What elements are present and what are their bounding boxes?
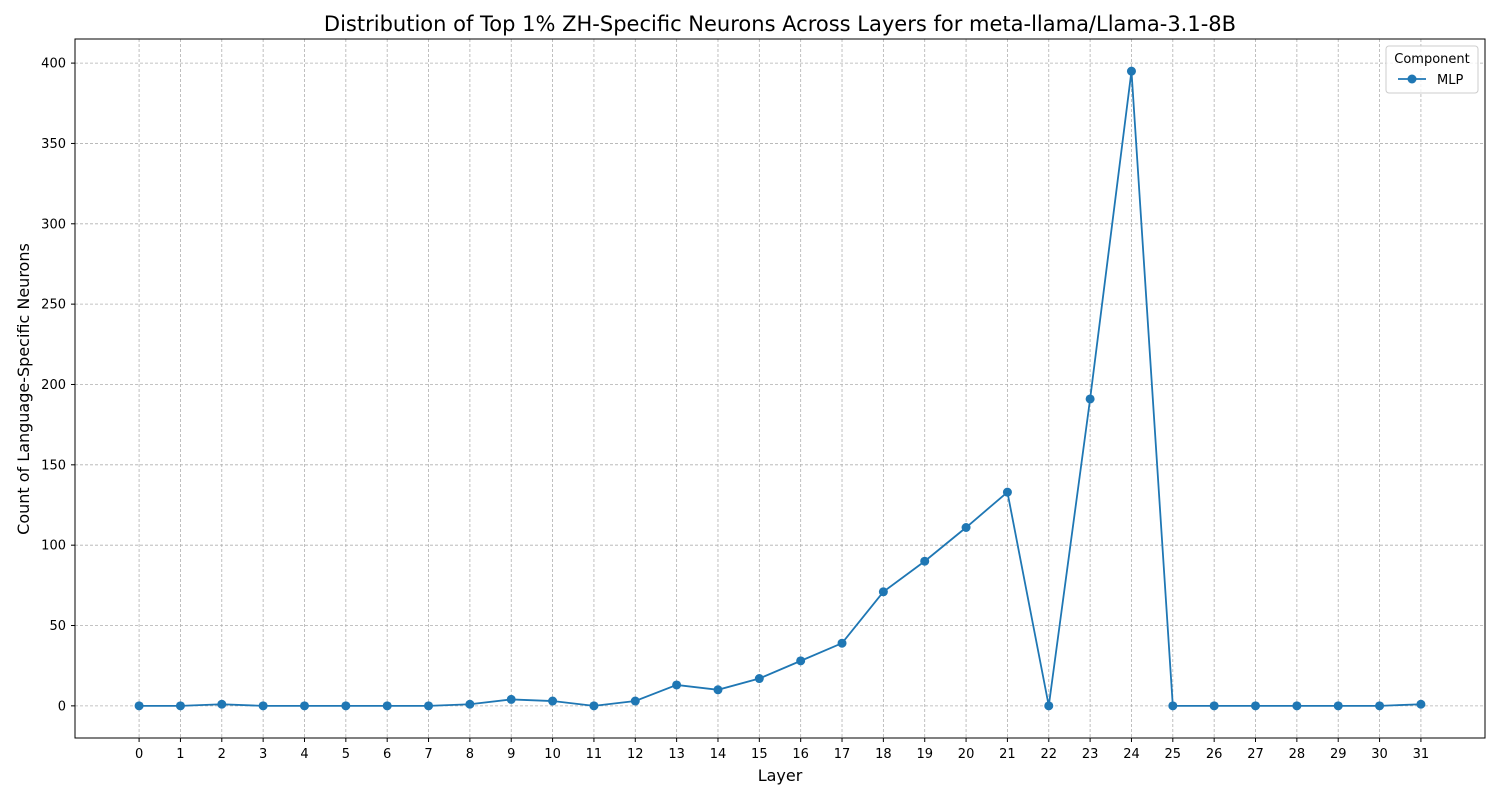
x-tick-label: 9 <box>507 747 515 762</box>
x-tick-label: 0 <box>135 747 143 762</box>
data-point <box>961 522 971 532</box>
data-point <box>878 587 888 597</box>
x-tick-label: 10 <box>544 747 561 762</box>
data-point <box>134 701 144 711</box>
data-point <box>548 696 558 706</box>
y-tick-label: 0 <box>58 699 66 714</box>
y-tick-label: 200 <box>41 378 66 393</box>
x-tick-label: 29 <box>1330 747 1347 762</box>
x-tick-label: 28 <box>1289 747 1306 762</box>
data-point <box>1126 66 1136 76</box>
x-tick-label: 16 <box>792 747 809 762</box>
data-point <box>1375 701 1385 711</box>
x-tick-label: 2 <box>218 747 226 762</box>
data-point <box>382 701 392 711</box>
grid-lines <box>75 39 1485 738</box>
data-point <box>341 701 351 711</box>
chart-title: Distribution of Top 1% ZH-Specific Neuro… <box>324 12 1236 36</box>
data-point <box>1333 701 1343 711</box>
legend-title: Component <box>1394 52 1469 67</box>
y-tick-label: 100 <box>41 539 66 554</box>
data-point <box>1168 701 1178 711</box>
x-tick-label: 20 <box>958 747 975 762</box>
x-tick-label: 14 <box>710 747 727 762</box>
x-tick-label: 19 <box>916 747 933 762</box>
x-tick-label: 17 <box>834 747 851 762</box>
x-tick-label: 25 <box>1165 747 1182 762</box>
data-point <box>1209 701 1219 711</box>
x-tick-label: 31 <box>1413 747 1430 762</box>
x-tick-label: 11 <box>586 747 603 762</box>
data-point <box>1002 487 1012 497</box>
y-tick-label: 50 <box>49 619 66 634</box>
x-tick-label: 21 <box>999 747 1016 762</box>
x-tick-label: 4 <box>300 747 308 762</box>
axis-ticks: 0 1 2 3 4 5 6 7 8 9 10 11 12 13 14 15 16 17 18 19 20 21 22 23 24… <box>41 57 1429 762</box>
data-point <box>175 701 185 711</box>
y-tick-label: 350 <box>41 137 66 152</box>
data-point <box>217 699 227 709</box>
legend-marker-swatch <box>1407 74 1417 84</box>
y-axis-label: Count of Language-Specific Neurons <box>14 243 33 535</box>
y-tick-label: 150 <box>41 458 66 473</box>
data-point <box>1292 701 1302 711</box>
data-point <box>1416 699 1426 709</box>
x-tick-label: 8 <box>466 747 474 762</box>
x-tick-label: 12 <box>627 747 644 762</box>
data-point <box>258 701 268 711</box>
data-point <box>837 638 847 648</box>
data-point <box>920 556 930 566</box>
x-tick-label: 18 <box>875 747 892 762</box>
series-group <box>134 66 1426 711</box>
data-point <box>299 701 309 711</box>
legend: Component MLP <box>1385 45 1479 94</box>
x-tick-label: 5 <box>342 747 350 762</box>
data-point <box>506 694 516 704</box>
data-point <box>589 701 599 711</box>
x-tick-label: 23 <box>1082 747 1099 762</box>
x-tick-label: 13 <box>668 747 685 762</box>
data-point <box>465 699 475 709</box>
x-tick-label: 3 <box>259 747 267 762</box>
data-point <box>630 696 640 706</box>
data-point <box>672 680 682 690</box>
y-tick-label: 250 <box>41 298 66 313</box>
x-tick-label: 22 <box>1040 747 1057 762</box>
x-tick-label: 7 <box>424 747 432 762</box>
series-line-mlp <box>139 71 1421 707</box>
data-point <box>754 674 764 684</box>
x-tick-label: 24 <box>1123 747 1140 762</box>
data-point <box>1251 701 1261 711</box>
x-tick-label: 26 <box>1206 747 1223 762</box>
data-point <box>796 656 806 666</box>
plot-frame <box>74 38 1486 739</box>
data-point <box>424 701 434 711</box>
x-tick-label: 6 <box>383 747 391 762</box>
data-point <box>1085 394 1095 404</box>
data-point <box>713 685 723 695</box>
data-point <box>1044 701 1054 711</box>
x-tick-label: 1 <box>176 747 184 762</box>
legend-entry-label: MLP <box>1437 73 1463 88</box>
x-tick-label: 27 <box>1247 747 1264 762</box>
x-axis-label: Layer <box>758 766 803 785</box>
x-tick-label: 15 <box>751 747 768 762</box>
y-tick-label: 400 <box>41 57 66 72</box>
x-tick-label: 30 <box>1371 747 1388 762</box>
y-tick-label: 300 <box>41 217 66 232</box>
